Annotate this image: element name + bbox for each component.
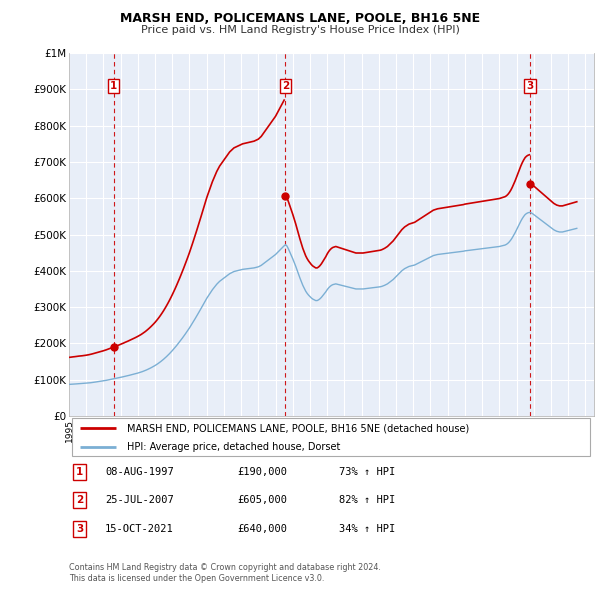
Text: 73% ↑ HPI: 73% ↑ HPI [339,467,395,477]
Text: 34% ↑ HPI: 34% ↑ HPI [339,524,395,533]
Text: 15-OCT-2021: 15-OCT-2021 [105,524,174,533]
Text: Contains HM Land Registry data © Crown copyright and database right 2024.: Contains HM Land Registry data © Crown c… [69,563,381,572]
Text: £605,000: £605,000 [237,496,287,505]
Text: HPI: Average price, detached house, Dorset: HPI: Average price, detached house, Dors… [127,442,340,452]
Text: 3: 3 [76,524,83,533]
Text: 82% ↑ HPI: 82% ↑ HPI [339,496,395,505]
Text: 3: 3 [527,81,534,91]
Text: £190,000: £190,000 [237,467,287,477]
Text: 2: 2 [282,81,289,91]
Text: 25-JUL-2007: 25-JUL-2007 [105,496,174,505]
Text: 1: 1 [76,467,83,477]
FancyBboxPatch shape [71,418,590,457]
Text: 08-AUG-1997: 08-AUG-1997 [105,467,174,477]
Text: 1: 1 [110,81,118,91]
Text: Price paid vs. HM Land Registry's House Price Index (HPI): Price paid vs. HM Land Registry's House … [140,25,460,35]
Text: This data is licensed under the Open Government Licence v3.0.: This data is licensed under the Open Gov… [69,574,325,583]
Text: MARSH END, POLICEMANS LANE, POOLE, BH16 5NE: MARSH END, POLICEMANS LANE, POOLE, BH16 … [120,12,480,25]
Text: £640,000: £640,000 [237,524,287,533]
Text: MARSH END, POLICEMANS LANE, POOLE, BH16 5NE (detached house): MARSH END, POLICEMANS LANE, POOLE, BH16 … [127,424,469,434]
Text: 2: 2 [76,496,83,505]
